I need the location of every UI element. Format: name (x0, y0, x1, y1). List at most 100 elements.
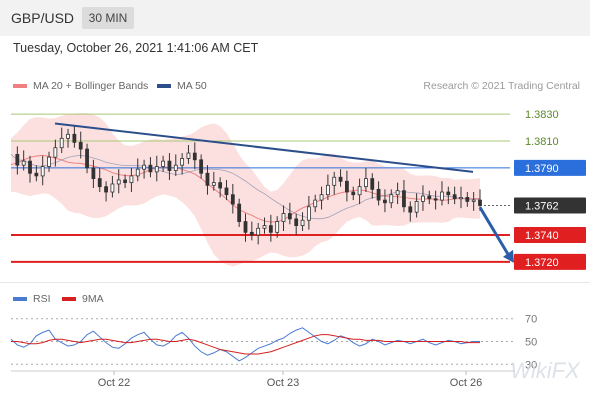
candle-body (34, 172, 39, 177)
ma20-swatch (13, 84, 27, 88)
candle-body (433, 198, 438, 201)
candle-body (123, 179, 127, 184)
legend-ma20: MA 20 + Bollinger Bands (13, 80, 148, 92)
timeframe-button[interactable]: 30 MIN (82, 7, 134, 29)
candle-body (325, 184, 330, 196)
candle-body (167, 160, 172, 171)
candle-body (28, 160, 32, 174)
candle-body (85, 148, 89, 169)
candle-body (161, 160, 166, 167)
candle-body (262, 225, 267, 229)
legend-rsi: RSI (13, 293, 51, 305)
candle-body (104, 186, 108, 193)
candle-body (287, 213, 292, 220)
candle-body (135, 168, 140, 177)
candle-body (345, 180, 349, 193)
candle-body (15, 154, 20, 166)
candle-body (243, 221, 248, 233)
credit-label: Research © 2021 Trading Central (423, 80, 580, 92)
price-tag-1.3740 (514, 227, 586, 243)
projection-arrow-shaft (478, 206, 511, 257)
candle-body (332, 176, 337, 186)
legend-9ma: 9MA (62, 293, 104, 305)
candle-body (47, 156, 51, 167)
candle-body (300, 219, 305, 227)
candle-body (370, 178, 375, 190)
candle-body (478, 199, 482, 206)
candle-body (452, 194, 457, 200)
ma50-label: MA 50 (177, 80, 207, 92)
price-tag-label-1.3720: 1.3720 (525, 257, 559, 269)
candle-body (389, 194, 394, 204)
rsi-swatch (13, 297, 27, 301)
candle-body (21, 160, 26, 166)
price-tag-label-1.3740: 1.3740 (525, 230, 559, 242)
candle-body (459, 196, 463, 200)
symbol-label: GBP/USD (11, 10, 75, 26)
level-label-1.3830: 1.3830 (525, 109, 559, 121)
x-tick-label: Oct 26 (450, 377, 482, 389)
candle-body (414, 201, 419, 213)
candle-body (148, 164, 153, 173)
candle-body (383, 199, 387, 204)
candle-body (275, 221, 280, 233)
price-tag-last (514, 197, 586, 214)
candle-body (230, 194, 235, 205)
candle-body (186, 152, 191, 159)
datetime-label: Tuesday, October 26, 2021 1:41:06 AM CET (13, 41, 259, 55)
watermark: WikiFX (510, 358, 581, 383)
price-tag-label-1.3790: 1.3790 (525, 163, 559, 175)
ma50-line (10, 154, 481, 220)
candle-body (440, 191, 444, 201)
candle-body (224, 187, 229, 196)
trendline (54, 122, 474, 173)
ma50-swatch (157, 84, 171, 88)
ma9-swatch (62, 297, 76, 301)
candle-body (471, 199, 476, 202)
x-tick-label: Oct 23 (267, 377, 299, 389)
candle-body (59, 137, 64, 149)
ma9-legend-label: 9MA (82, 293, 104, 305)
price-tag-label-last: 1.3762 (525, 200, 559, 212)
rsi-tick-50: 50 (525, 337, 537, 349)
candle-body (218, 182, 223, 189)
ma20-label: MA 20 + Bollinger Bands (33, 80, 149, 92)
candle-body (402, 190, 406, 208)
price-tag-1.3720 (514, 253, 586, 270)
candle-body (351, 191, 356, 196)
candle-body (306, 206, 311, 221)
candle-body (249, 231, 254, 236)
ma20-line (10, 154, 481, 223)
candle-body (129, 175, 134, 184)
candle-body (446, 191, 451, 196)
candle-body (313, 199, 318, 208)
rsi-line (10, 327, 480, 362)
candle-body (421, 195, 425, 202)
candle-body (256, 227, 261, 236)
bollinger-band (11, 113, 480, 267)
projection-arrowhead (503, 249, 514, 263)
candle-body (142, 164, 146, 170)
level-label-1.3810: 1.3810 (525, 136, 559, 148)
rsi-tick-70: 70 (525, 314, 537, 326)
candle-body (294, 218, 299, 226)
candle-body (72, 133, 77, 143)
candle-body (154, 166, 159, 173)
candle-body (237, 203, 242, 222)
candle-body (116, 179, 121, 185)
candle-body (319, 194, 324, 201)
candle-body (211, 182, 216, 186)
candle-body (40, 166, 45, 177)
legend-ma50: MA 50 (157, 80, 207, 92)
candle-body (357, 186, 362, 196)
candle-body (465, 196, 470, 202)
candle-body (427, 195, 432, 200)
candle-body (91, 167, 96, 180)
candle-body (205, 172, 210, 186)
rsi-tick-30: 30 (525, 359, 537, 371)
candle-body (268, 225, 273, 233)
rsi-legend-label: RSI (33, 293, 51, 305)
candle-body (192, 152, 197, 161)
candle-body (199, 159, 204, 174)
